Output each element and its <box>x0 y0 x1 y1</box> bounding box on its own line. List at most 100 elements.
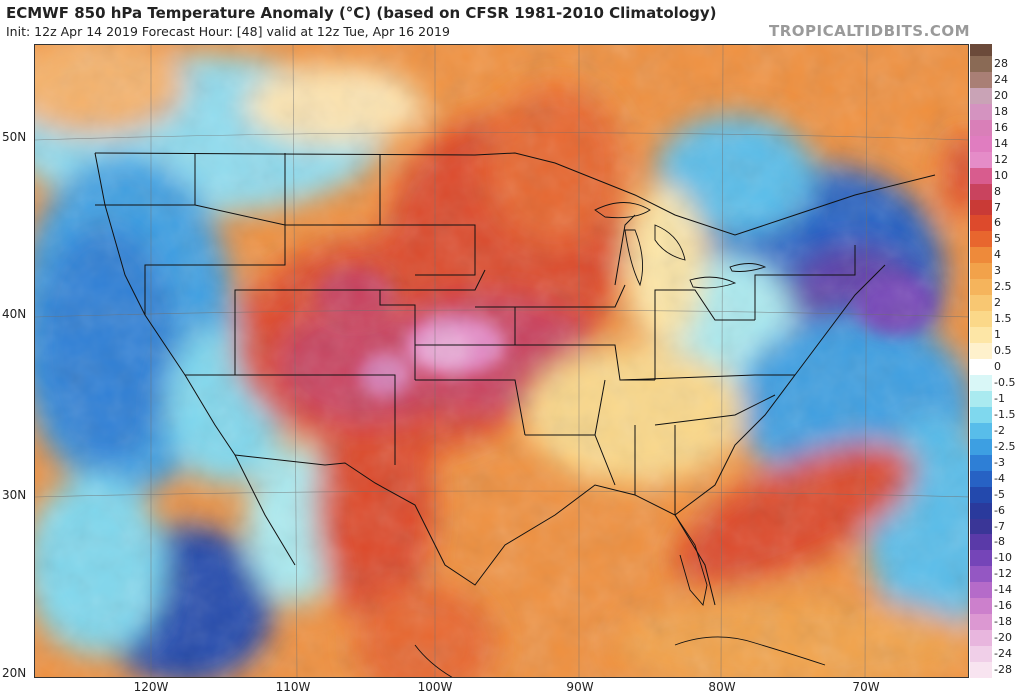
colorbar-swatch <box>970 438 992 455</box>
lat-label-50n: 50N <box>2 130 27 144</box>
colorbar-entry: -0.5 <box>970 374 1022 391</box>
lat-label-40n: 40N <box>2 307 27 321</box>
colorbar-swatch <box>970 295 992 312</box>
colorbar-swatch <box>970 359 992 375</box>
colorbar-entry: -6 <box>970 502 1022 519</box>
colorbar-entry: 12 <box>970 151 1022 168</box>
colorbar-label: -6 <box>994 503 1005 517</box>
colorbar-label: -3 <box>994 455 1005 469</box>
colorbar-entry: -20 <box>970 630 1022 647</box>
colorbar-swatch <box>970 518 992 535</box>
colorbar-swatch <box>970 343 992 359</box>
colorbar-swatch <box>970 103 992 120</box>
colorbar-entry: 2.5 <box>970 279 1022 296</box>
colorbar-label: 2.5 <box>994 280 1012 294</box>
colorbar-label: 14 <box>994 136 1008 150</box>
colorbar-entry: -1.5 <box>970 406 1022 423</box>
colorbar-label: 1.5 <box>994 312 1012 326</box>
colorbar-label: -16 <box>994 599 1012 613</box>
lon-label-100w: 100W <box>417 680 453 694</box>
colorbar-swatch <box>970 550 992 567</box>
colorbar-swatch <box>970 215 992 232</box>
colorbar-entry: 14 <box>970 135 1022 152</box>
colorbar-entry: 18 <box>970 103 1022 120</box>
run-info: Init: 12z Apr 14 2019 Forecast Hour: [48… <box>6 24 450 39</box>
colorbar-label: 0.5 <box>994 344 1012 358</box>
colorbar-swatch <box>970 454 992 471</box>
colorbar-label: 12 <box>994 152 1008 166</box>
colorbar-label: 1 <box>994 328 1001 342</box>
colorbar-swatch <box>970 486 992 503</box>
colorbar-swatch <box>970 167 992 184</box>
colorbar-entry: 8 <box>970 183 1022 200</box>
colorbar-label: -5 <box>994 487 1005 501</box>
colorbar-label: 2 <box>994 296 1001 310</box>
colorbar-label: -14 <box>994 583 1012 597</box>
colorbar-entry: 28 <box>970 56 1022 72</box>
lon-label-80w: 80W <box>708 680 736 694</box>
lon-label-110w: 110W <box>275 680 311 694</box>
colorbar-entry: -4 <box>970 470 1022 487</box>
colorbar-swatch <box>970 247 992 264</box>
colorbar-entry: -3 <box>970 454 1022 471</box>
colorbar-label: 4 <box>994 248 1001 262</box>
colorbar-entry: 10 <box>970 167 1022 184</box>
colorbar-entry: -2.5 <box>970 438 1022 455</box>
colorbar-swatch <box>970 566 992 583</box>
colorbar-top-cap <box>970 44 1022 56</box>
colorbar-swatch <box>970 646 992 663</box>
lat-label-30n: 30N <box>2 488 27 502</box>
colorbar-entry: 7 <box>970 199 1022 216</box>
colorbar-swatch <box>970 199 992 216</box>
colorbar-swatch <box>970 422 992 439</box>
colorbar-swatch <box>970 390 992 407</box>
colorbar-label: 24 <box>994 72 1008 86</box>
lon-label-70w: 70W <box>852 680 880 694</box>
colorbar-label: -4 <box>994 471 1005 485</box>
lon-label-120w: 120W <box>133 680 169 694</box>
colorbar-swatch <box>970 534 992 551</box>
colorbar-swatch <box>970 374 992 391</box>
colorbar-label: -24 <box>994 647 1012 661</box>
colorbar-swatch <box>970 71 992 88</box>
colorbar-label: 16 <box>994 120 1008 134</box>
colorbar-swatch <box>970 119 992 136</box>
colorbar-entry: 0 <box>970 359 1022 375</box>
colorbar-label: -7 <box>994 519 1005 533</box>
colorbar-entry: -12 <box>970 566 1022 583</box>
brand-watermark[interactable]: TROPICALTIDBITS.COM <box>769 22 970 40</box>
colorbar-swatch <box>970 662 992 678</box>
colorbar-entry: 3 <box>970 263 1022 280</box>
colorbar-entry: 20 <box>970 87 1022 104</box>
colorbar-label: 7 <box>994 200 1001 214</box>
lat-label-20n: 20N <box>2 666 27 680</box>
colorbar-label: -8 <box>994 535 1005 549</box>
colorbar-swatch <box>970 311 992 328</box>
colorbar-label: -10 <box>994 551 1012 565</box>
colorbar-entry: -8 <box>970 534 1022 551</box>
colorbar-swatch <box>970 135 992 152</box>
colorbar-swatch <box>970 231 992 248</box>
colorbar-swatch <box>970 263 992 280</box>
colorbar-entry: -24 <box>970 646 1022 663</box>
anomaly-map <box>34 44 969 678</box>
colorbar-swatch <box>970 614 992 631</box>
colorbar-label: 0 <box>994 360 1001 374</box>
colorbar-top-swatch <box>970 44 992 56</box>
colorbar-entry: 6 <box>970 215 1022 232</box>
colorbar-swatch <box>970 470 992 487</box>
map-title: ECMWF 850 hPa Temperature Anomaly (°C) (… <box>6 4 717 22</box>
colorbar-entry: -1 <box>970 390 1022 407</box>
colorbar-swatch <box>970 502 992 519</box>
colorbar-swatch <box>970 183 992 200</box>
colorbar-entry: 4 <box>970 247 1022 264</box>
colorbar-label: -1.5 <box>994 407 1016 421</box>
colorbar-label: -12 <box>994 567 1012 581</box>
colorbar-label: -18 <box>994 615 1012 629</box>
colorbar-entry: 0.5 <box>970 343 1022 359</box>
colorbar-label: 10 <box>994 168 1008 182</box>
colorbar-entry: -2 <box>970 422 1022 439</box>
colorbar-entry: -10 <box>970 550 1022 567</box>
colorbar-swatch <box>970 327 992 344</box>
colorbar-label: -1 <box>994 391 1005 405</box>
